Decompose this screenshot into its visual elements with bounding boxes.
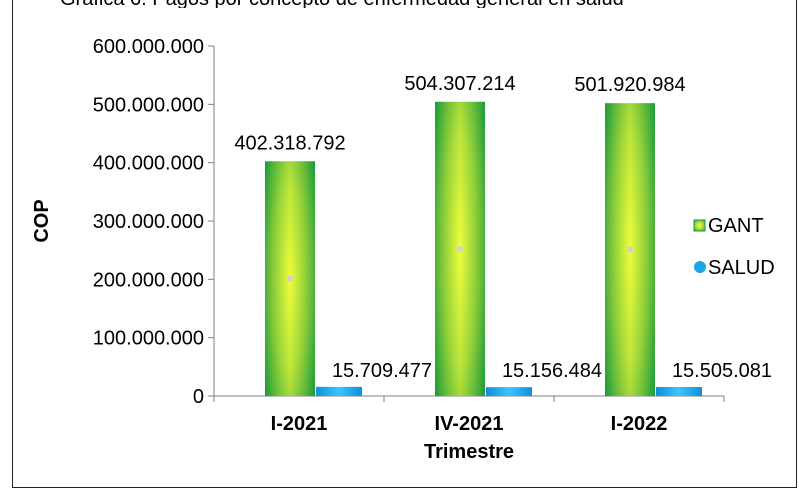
x-tick-label: I-2022 xyxy=(611,413,668,435)
legend-label-gant: GANT xyxy=(708,215,764,237)
bar-gant-center-dot xyxy=(457,245,463,252)
bar-gant-center-dot xyxy=(627,246,633,253)
y-tick-label: 200.000.000 xyxy=(93,269,204,291)
data-label-salud: 15.505.081 xyxy=(672,360,772,382)
data-label-gant: 501.920.984 xyxy=(574,74,685,96)
bar-salud xyxy=(316,386,362,396)
x-axis-title: Trimestre xyxy=(424,441,514,463)
bar-salud xyxy=(486,387,532,396)
legend-swatch-gant xyxy=(693,219,706,232)
x-tick-label: I-2021 xyxy=(271,413,328,435)
x-tick-label: IV-2021 xyxy=(435,413,504,435)
data-label-gant: 402.318.792 xyxy=(234,132,345,154)
y-tick-label: 400.000.000 xyxy=(93,153,204,175)
y-tick-label: 0 xyxy=(193,386,204,408)
y-tick-label: 500.000.000 xyxy=(93,94,204,116)
y-axis-title: COP xyxy=(31,199,53,242)
chart-title: Gráfica 6. Pagos por concepto de enferme… xyxy=(60,0,780,8)
data-label-salud: 15.156.484 xyxy=(502,360,602,382)
y-tick-label: 300.000.000 xyxy=(93,211,204,233)
legend-label-salud: SALUD xyxy=(708,257,775,279)
bar-gant-center-dot xyxy=(287,275,293,282)
data-label-gant: 504.307.214 xyxy=(404,73,515,95)
bar-salud xyxy=(656,386,702,396)
legend-swatch-salud xyxy=(694,261,706,273)
y-tick-label: 600.000.000 xyxy=(93,36,204,58)
data-label-salud: 15.709.477 xyxy=(332,360,432,382)
y-tick-label: 100.000.000 xyxy=(93,328,204,350)
